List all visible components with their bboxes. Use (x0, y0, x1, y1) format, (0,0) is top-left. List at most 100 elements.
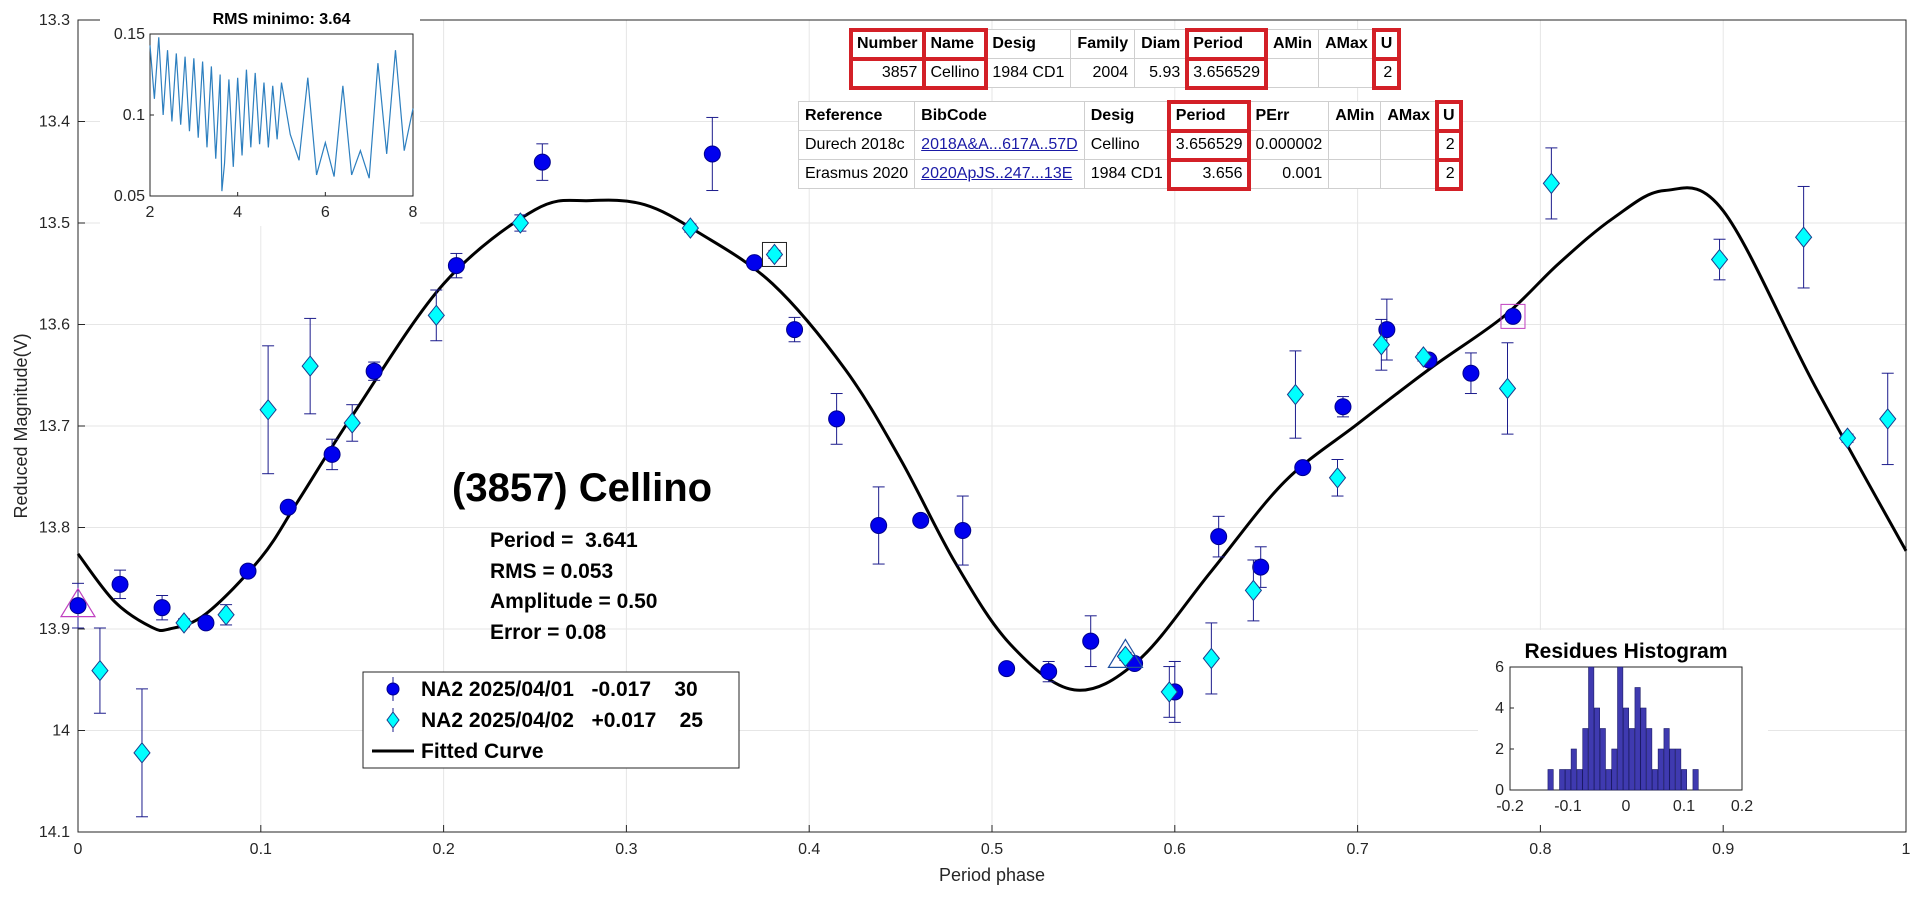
stat-rms: RMS = 0.053 (490, 559, 614, 583)
data-point-series1 (197, 614, 215, 632)
rms-y-tick-label: 0.05 (114, 188, 145, 205)
table-header-row: Reference BibCode Desig Period PErr AMin… (797, 99, 1464, 133)
data-point-series1 (1334, 398, 1352, 416)
x-tick-label: 0.1 (250, 841, 272, 858)
data-point-series2 (1710, 248, 1729, 271)
col-period: Period (1184, 27, 1269, 61)
y-tick-label: 13.6 (39, 317, 70, 334)
table-row: Erasmus 2020 2020ApJS..247...13E 1984 CD… (797, 157, 1464, 191)
histogram-bar (1576, 769, 1583, 791)
histogram-y-tick-label: 2 (1495, 741, 1504, 758)
histogram-bar (1547, 769, 1554, 791)
bibcode-link[interactable]: 2020ApJS..247...13E (921, 165, 1073, 182)
col-reference: Reference (797, 101, 916, 131)
y-tick-label: 14 (52, 723, 70, 740)
col-name: Name (921, 27, 988, 61)
asteroid-title: (3857) Cellino (452, 466, 713, 510)
col-perr: PErr (1248, 101, 1330, 131)
col-diam: Diam (1134, 29, 1188, 59)
col-amax: AMax (1318, 29, 1375, 59)
cell-amax (1380, 130, 1438, 160)
histogram-bar (1663, 728, 1670, 791)
x-tick-label: 0.2 (432, 841, 454, 858)
col-period: Period (1167, 99, 1252, 133)
cell-reference: Durech 2018c (797, 130, 916, 160)
y-tick-label: 13.4 (39, 114, 70, 131)
data-point-series2 (343, 412, 361, 434)
legend-marker-series1 (386, 682, 400, 696)
x-tick-label: 0.9 (1712, 841, 1734, 858)
data-point-series1 (870, 516, 888, 534)
data-point-series2 (1879, 408, 1897, 430)
x-tick-label: 0.4 (798, 841, 820, 858)
data-point-series1 (1252, 558, 1270, 576)
y-tick-label: 13.3 (39, 12, 70, 29)
cell-amax (1318, 58, 1375, 88)
rms-inset: RMS minimo: 3.64 2 4 6 8 0.05 0.1 0.15 (100, 0, 420, 226)
y-tick-label: 13.9 (39, 621, 70, 638)
data-point-series1 (239, 562, 257, 580)
histogram-bar (1681, 769, 1687, 791)
data-point-series1 (828, 410, 846, 428)
data-point-series1 (1378, 321, 1396, 339)
data-point-series1 (998, 660, 1016, 678)
data-point-series2 (1244, 579, 1263, 602)
col-desig: Desig (1083, 101, 1170, 131)
histogram-bar (1652, 769, 1658, 791)
rms-x-tick-label: 4 (233, 204, 242, 221)
stat-error: Error = 0.08 (490, 620, 607, 644)
histogram-bar (1570, 748, 1577, 791)
histogram-title: Residues Histogram (1524, 640, 1727, 663)
legend-label: NA2 2025/04/02 +0.017 25 (421, 709, 703, 732)
data-point-series2 (427, 304, 445, 327)
start-marker-triangle (1107, 638, 1144, 669)
rms-x-tick-label: 6 (321, 204, 330, 221)
data-point-series2 (1838, 427, 1857, 449)
histogram-bar (1565, 769, 1571, 791)
rms-y-tick-label: 0.15 (114, 26, 145, 43)
cell-amin (1328, 159, 1382, 189)
data-point-series1 (786, 321, 804, 339)
bibcode-link[interactable]: 2018A&A...617A..57D (921, 136, 1078, 153)
data-point-series1 (323, 445, 341, 463)
data-point-series2 (1414, 346, 1433, 368)
legend: NA2 2025/04/01 -0.017 30 NA2 2025/04/02 +… (362, 671, 740, 769)
data-point-series2 (1372, 333, 1391, 356)
cell-amin (1328, 130, 1382, 160)
histogram-x-tick-label: -0.2 (1496, 798, 1524, 815)
rms-x-tick-label: 2 (146, 204, 155, 221)
residues-histogram: Residues Histogram -0.2 -0.1 0 0.1 0.2 0 2 4 6 (1478, 630, 1768, 825)
x-tick-label: 0 (74, 841, 83, 858)
data-point-series2 (1498, 377, 1517, 400)
histogram-x-tick-label: 0.1 (1673, 798, 1695, 815)
data-point-series2 (91, 659, 109, 682)
start-marker-triangle (59, 587, 97, 618)
histogram-x-tick-label: 0 (1622, 798, 1631, 815)
cell-period: 3.656529 (1184, 56, 1269, 90)
col-u: U (1434, 99, 1464, 133)
table-row: Durech 2018c 2018A&A...617A..57D Cellino… (797, 128, 1464, 162)
cell-desig: 1984 CD1 (1083, 159, 1170, 189)
data-point-series1 (69, 597, 87, 615)
cell-desig: Cellino (1083, 130, 1170, 160)
histogram-bar (1657, 748, 1664, 791)
col-amax: AMax (1380, 101, 1438, 131)
data-point-series2 (217, 603, 235, 626)
col-u: U (1372, 27, 1401, 61)
end-marker-square (761, 241, 787, 267)
cell-number: 3857 (848, 56, 926, 90)
histogram-bar (1617, 666, 1624, 791)
data-point-series1 (111, 575, 129, 593)
rms-title: RMS minimo: 3.64 (213, 11, 351, 28)
histogram-bar (1588, 666, 1595, 791)
histogram-x-tick-label: -0.1 (1554, 798, 1582, 815)
data-point-series2 (133, 742, 151, 764)
fit-stats: Period = 3.641 RMS = 0.053 Amplitude = 0… (490, 526, 657, 648)
histogram-bar (1669, 748, 1676, 791)
cell-perr: 0.000002 (1248, 130, 1330, 160)
col-number: Number (848, 27, 926, 61)
data-point-series1 (1210, 528, 1228, 546)
references-table: Reference BibCode Desig Period PErr AMin… (797, 99, 1464, 191)
x-tick-label: 1 (1902, 841, 1911, 858)
histogram-bar (1611, 748, 1618, 791)
